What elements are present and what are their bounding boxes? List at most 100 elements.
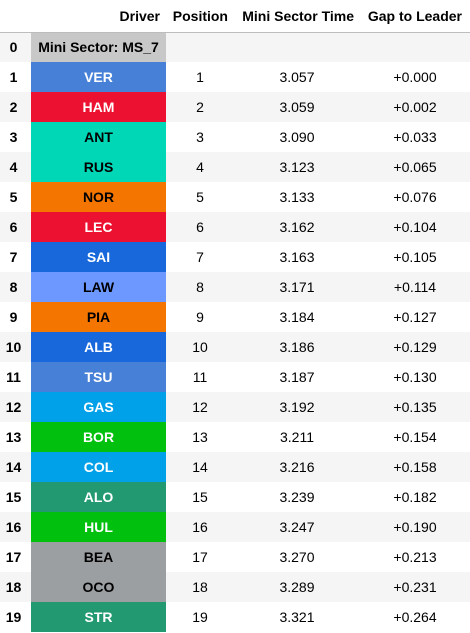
position-cell: 19 bbox=[192, 609, 208, 625]
row-index: 9 bbox=[9, 309, 18, 325]
table-row: 1 VER 1 3.057 +0.000 bbox=[0, 62, 470, 92]
driver-cell: GAS bbox=[31, 392, 166, 422]
gap-cell: +0.105 bbox=[393, 249, 437, 265]
header-index bbox=[0, 0, 31, 33]
row-index: 3 bbox=[9, 129, 18, 145]
driver-cell: ALB bbox=[31, 332, 166, 362]
time-cell: 3.270 bbox=[279, 549, 315, 565]
row-index: 16 bbox=[5, 519, 22, 535]
position-cell: 12 bbox=[192, 399, 208, 415]
time-cell: 3.171 bbox=[279, 279, 315, 295]
table-body: 0 Mini Sector: MS_7 1 VER 1 3.057 +0.000 2 HAM… bbox=[0, 32, 470, 632]
table-row: 5 NOR 5 3.133 +0.076 bbox=[0, 182, 470, 212]
position-cell: 9 bbox=[196, 309, 204, 325]
position-cell: 6 bbox=[196, 219, 204, 235]
driver-cell: LEC bbox=[31, 212, 166, 242]
driver-cell: PIA bbox=[31, 302, 166, 332]
row-index: 4 bbox=[9, 159, 18, 175]
driver-cell: ANT bbox=[31, 122, 166, 152]
position-cell: 16 bbox=[192, 519, 208, 535]
table-header: Driver Position Mini Sector Time Gap to … bbox=[0, 0, 470, 33]
driver-cell: BOR bbox=[31, 422, 166, 452]
position-cell: 15 bbox=[192, 489, 208, 505]
gap-cell: +0.135 bbox=[393, 399, 437, 415]
time-cell: 3.239 bbox=[279, 489, 315, 505]
driver-cell: OCO bbox=[31, 572, 166, 602]
row-index: 8 bbox=[9, 279, 18, 295]
gap-cell: +0.076 bbox=[393, 189, 437, 205]
row-index: 17 bbox=[5, 549, 22, 565]
time-cell: 3.057 bbox=[279, 69, 315, 85]
driver-cell: LAW bbox=[31, 272, 166, 302]
empty-cell bbox=[360, 32, 470, 62]
gap-cell: +0.213 bbox=[393, 549, 437, 565]
gap-cell: +0.182 bbox=[393, 489, 437, 505]
table-row: 8 LAW 8 3.171 +0.114 bbox=[0, 272, 470, 302]
driver-cell: VER bbox=[31, 62, 166, 92]
position-cell: 11 bbox=[192, 369, 208, 385]
table-row: 18 OCO 18 3.289 +0.231 bbox=[0, 572, 470, 602]
row-index: 12 bbox=[5, 399, 22, 415]
position-cell: 1 bbox=[196, 69, 204, 85]
table-row: 13 BOR 13 3.211 +0.154 bbox=[0, 422, 470, 452]
row-index: 1 bbox=[9, 69, 18, 85]
table-row: 15 ALO 15 3.239 +0.182 bbox=[0, 482, 470, 512]
time-cell: 3.321 bbox=[279, 609, 315, 625]
gap-cell: +0.264 bbox=[393, 609, 437, 625]
mini-sector-row: 0 Mini Sector: MS_7 bbox=[0, 32, 470, 62]
time-cell: 3.187 bbox=[279, 369, 315, 385]
time-cell: 3.163 bbox=[279, 249, 315, 265]
gap-cell: +0.104 bbox=[393, 219, 437, 235]
table-row: 10 ALB 10 3.186 +0.129 bbox=[0, 332, 470, 362]
position-cell: 7 bbox=[196, 249, 204, 265]
time-cell: 3.162 bbox=[279, 219, 315, 235]
gap-cell: +0.114 bbox=[393, 279, 437, 295]
table-row: 12 GAS 12 3.192 +0.135 bbox=[0, 392, 470, 422]
time-cell: 3.184 bbox=[279, 309, 315, 325]
time-cell: 3.059 bbox=[279, 99, 315, 115]
table-row: 2 HAM 2 3.059 +0.002 bbox=[0, 92, 470, 122]
row-index: 10 bbox=[5, 339, 22, 355]
driver-cell: COL bbox=[31, 452, 166, 482]
driver-cell: BEA bbox=[31, 542, 166, 572]
time-cell: 3.133 bbox=[279, 189, 315, 205]
row-index: 11 bbox=[6, 369, 21, 385]
driver-cell: STR bbox=[31, 602, 166, 632]
table-row: 4 RUS 4 3.123 +0.065 bbox=[0, 152, 470, 182]
driver-cell: NOR bbox=[31, 182, 166, 212]
gap-cell: +0.127 bbox=[393, 309, 437, 325]
gap-cell: +0.002 bbox=[393, 99, 437, 115]
position-cell: 3 bbox=[196, 129, 204, 145]
position-cell: 5 bbox=[196, 189, 204, 205]
time-cell: 3.192 bbox=[279, 399, 315, 415]
row-index: 15 bbox=[5, 489, 22, 505]
position-cell: 17 bbox=[192, 549, 208, 565]
table-row: 17 BEA 17 3.270 +0.213 bbox=[0, 542, 470, 572]
time-cell: 3.289 bbox=[279, 579, 315, 595]
table-row: 9 PIA 9 3.184 +0.127 bbox=[0, 302, 470, 332]
driver-cell: TSU bbox=[31, 362, 166, 392]
table-row: 11 TSU 11 3.187 +0.130 bbox=[0, 362, 470, 392]
gap-cell: +0.158 bbox=[393, 459, 437, 475]
row-index: 5 bbox=[9, 189, 18, 205]
time-cell: 3.211 bbox=[280, 429, 314, 445]
time-cell: 3.186 bbox=[279, 339, 315, 355]
table-row: 19 STR 19 3.321 +0.264 bbox=[0, 602, 470, 632]
time-cell: 3.090 bbox=[279, 129, 315, 145]
position-cell: 10 bbox=[192, 339, 208, 355]
empty-cell bbox=[234, 32, 360, 62]
table-row: 14 COL 14 3.216 +0.158 bbox=[0, 452, 470, 482]
row-index: 19 bbox=[5, 609, 22, 625]
header-position: Position bbox=[166, 0, 234, 33]
gap-cell: +0.033 bbox=[393, 129, 437, 145]
row-index: 14 bbox=[5, 459, 22, 475]
gap-cell: +0.154 bbox=[393, 429, 437, 445]
driver-cell: HAM bbox=[31, 92, 166, 122]
driver-cell: HUL bbox=[31, 512, 166, 542]
row-index: 6 bbox=[9, 219, 18, 235]
time-cell: 3.123 bbox=[279, 159, 315, 175]
position-cell: 4 bbox=[196, 159, 204, 175]
gap-cell: +0.129 bbox=[393, 339, 437, 355]
header-driver: Driver bbox=[31, 0, 166, 33]
